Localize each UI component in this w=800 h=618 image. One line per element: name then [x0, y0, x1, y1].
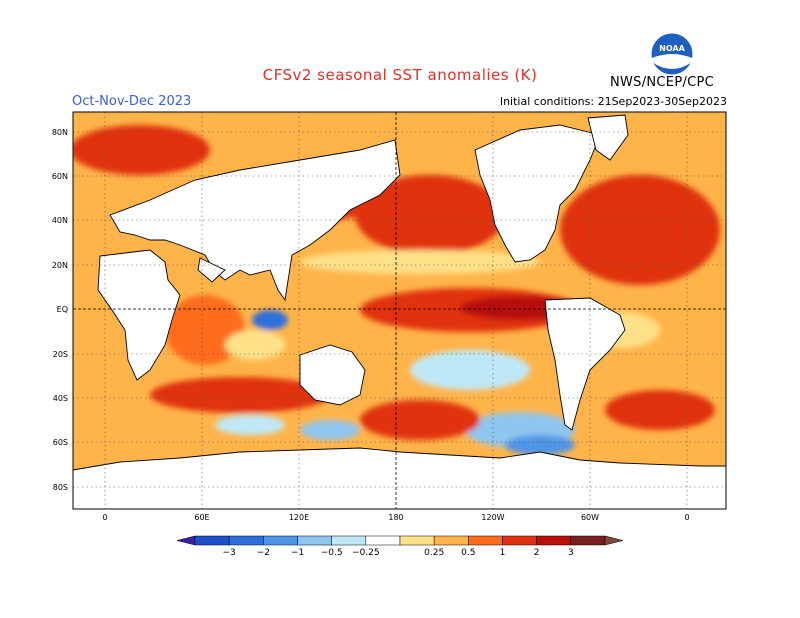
lat-label: 60N	[52, 172, 68, 181]
lat-label: 40S	[53, 394, 68, 403]
equator-dateline	[73, 112, 726, 509]
agency-label: NWS/NCEP/CPC	[610, 75, 715, 90]
initial-conditions: Initial conditions: 21Sep2023-30Sep2023	[499, 95, 727, 108]
lon-label: 120W	[481, 513, 504, 522]
lat-label: EQ	[57, 305, 68, 314]
lon-label: 120E	[289, 513, 309, 522]
colorbar-min-arrow	[176, 535, 196, 546]
colorbar-swatch	[365, 535, 401, 546]
graticule	[73, 112, 726, 509]
colorbar-label: −0.25	[352, 548, 380, 558]
colorbar-swatch	[502, 535, 537, 546]
map-title: CFSv2 seasonal SST anomalies (K)	[262, 66, 538, 84]
anomaly-field	[73, 112, 726, 509]
lat-label: 60S	[53, 438, 68, 447]
colorbar-max-arrow	[604, 535, 624, 546]
latitude-labels: 80N 60N 40N 20N EQ 20S 40S 60S 80S	[52, 128, 68, 492]
season-label: Oct-Nov-Dec 2023	[72, 94, 192, 109]
lat-label: 40N	[52, 216, 68, 225]
colorbar-swatch	[228, 535, 264, 546]
colorbar-label: −1	[291, 548, 304, 558]
colorbar-swatch	[570, 535, 606, 546]
logo-text: NOAA	[659, 44, 685, 53]
lon-label: 60E	[194, 513, 209, 522]
colorbar-label: 0.5	[461, 548, 475, 558]
colorbar-swatch	[194, 535, 230, 546]
lon-label: 60W	[581, 513, 599, 522]
lon-label: 180	[388, 513, 403, 522]
lat-label: 80S	[53, 483, 68, 492]
colorbar-swatch	[331, 535, 367, 546]
colorbar-label: 1	[500, 548, 506, 558]
colorbar-label: 0.25	[424, 548, 444, 558]
colorbar-swatch	[433, 535, 469, 546]
noaa-logo-icon: NOAA	[650, 32, 694, 76]
lat-label: 80N	[52, 128, 68, 137]
colorbar-label: 3	[568, 548, 574, 558]
map-frame	[72, 111, 727, 510]
colorbar-swatch	[468, 535, 503, 546]
longitude-labels: 0 60E 120E 180 120W 60W 0	[102, 513, 689, 522]
colorbar-label: −3	[223, 548, 236, 558]
colorbar-swatch	[297, 535, 332, 546]
lat-label: 20S	[53, 350, 68, 359]
colorbar-swatch	[399, 535, 435, 546]
land	[73, 114, 726, 509]
colorbar-label: −2	[257, 548, 270, 558]
lon-label: 0	[102, 513, 107, 522]
lat-label: 20N	[52, 261, 68, 270]
lon-label: 0	[684, 513, 689, 522]
colorbar: −3 −2 −1 −0.5 −0.25 0.25 0.5 1 2 3	[176, 535, 624, 558]
colorbar-swatch	[263, 535, 298, 546]
colorbar-label: 2	[534, 548, 540, 558]
colorbar-label: −0.5	[321, 548, 343, 558]
colorbar-swatch	[536, 535, 572, 546]
